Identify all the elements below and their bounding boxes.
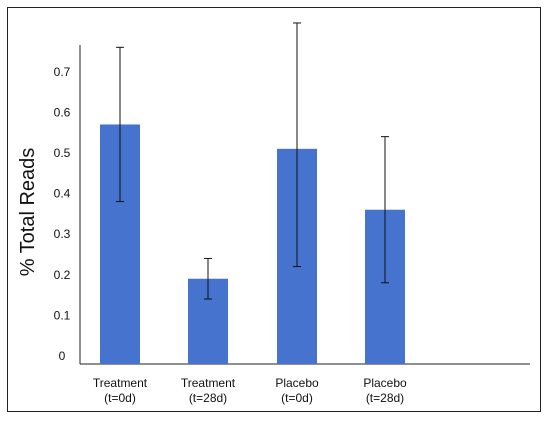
y-tick-label: 0.2: [54, 268, 71, 282]
y-tick-labels: 0 0.1 0.2 0.3 0.4 0.5 0.6 0.7: [54, 65, 71, 363]
error-bar: [116, 46, 124, 203]
y-tick-label: 0.5: [54, 146, 71, 160]
error-bar: [381, 136, 389, 284]
x-category-labels: Treatment (t=0d) Treatment (t=28d) Placebo (t…: [93, 376, 407, 405]
x-category-label: Placebo (t=28d): [363, 376, 407, 405]
chart-frame: [7, 7, 541, 412]
y-tick-label: 0.1: [54, 308, 71, 322]
error-bar: [204, 257, 212, 300]
y-tick-label: 0.3: [54, 227, 71, 241]
y-axis-label: % Total Reads: [17, 148, 39, 277]
y-tick-label: 0.4: [54, 187, 71, 201]
x-category-label: Placebo (t=0d): [275, 376, 319, 405]
x-category-label: Treatment (t=28d): [181, 376, 236, 405]
error-bar: [293, 22, 301, 268]
y-tick-label: 0.7: [54, 65, 71, 79]
bars: [100, 124, 405, 365]
y-tick-label: 0: [59, 349, 66, 363]
x-category-label: Treatment (t=0d): [93, 376, 148, 405]
error-bars: [116, 22, 389, 300]
y-tick-label: 0.6: [54, 105, 71, 119]
